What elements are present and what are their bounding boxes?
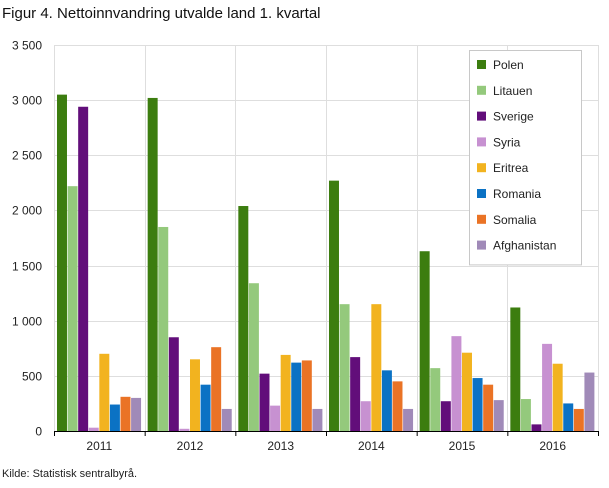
legend-swatch-somalia [477, 214, 486, 224]
bar-eritrea-2016 [552, 363, 563, 431]
legend-label-eritrea: Eritrea [493, 161, 529, 175]
bar-eritrea-2014 [371, 304, 382, 431]
bar-syria-2013 [270, 405, 281, 431]
bars [57, 94, 595, 431]
bar-litauen-2012 [158, 226, 169, 431]
bar-afghanistan-2014 [403, 408, 414, 431]
bar-polen-2013 [238, 206, 249, 431]
bar-romania-2016 [563, 403, 574, 431]
bar-somalia-2015 [483, 384, 494, 431]
bar-afghanistan-2013 [312, 408, 323, 431]
bar-eritrea-2015 [462, 352, 472, 431]
legend-label-litauen: Litauen [493, 84, 532, 98]
chart-title: Figur 4. Nettoinnvandring utvalde land 1… [2, 5, 321, 22]
legend-swatch-eritrea [477, 163, 486, 173]
legend: Polen Litauen Sverige Syria Eritrea Romania So… [469, 50, 582, 266]
bar-litauen-2015 [430, 368, 441, 431]
bar-polen-2015 [419, 251, 430, 431]
y-tick-label: 3 000 [12, 94, 42, 108]
bar-afghanistan-2015 [493, 400, 504, 431]
bar-romania-2011 [109, 404, 120, 431]
y-tick-label: 500 [22, 370, 42, 384]
y-tick-label: 2 500 [12, 149, 42, 163]
bar-eritrea-2012 [190, 359, 200, 431]
bar-polen-2014 [329, 180, 339, 431]
bar-romania-2013 [291, 362, 302, 431]
bar-syria-2012 [179, 428, 190, 431]
axes: 0 500 1 000 1 500 2 000 2 500 3 000 3 500 2011 20… [12, 39, 599, 453]
x-tick-label: 2016 [539, 439, 566, 453]
bar-sverige-2012 [168, 337, 179, 431]
source-note: Kilde: Statistisk sentralbyrå. [2, 468, 138, 480]
bar-syria-2015 [451, 336, 462, 431]
bar-sverige-2013 [259, 373, 270, 431]
bar-afghanistan-2011 [131, 397, 142, 431]
legend-swatch-sverige [477, 111, 486, 121]
x-tick-label: 2015 [449, 439, 476, 453]
y-tick-label: 0 [35, 425, 42, 439]
bar-polen-2016 [510, 307, 521, 431]
bar-sverige-2015 [440, 401, 451, 431]
x-tick-label: 2012 [177, 439, 204, 453]
x-tick-label: 2011 [86, 439, 112, 453]
bar-litauen-2016 [520, 399, 531, 431]
bar-litauen-2013 [248, 283, 259, 431]
bar-sverige-2014 [350, 357, 361, 431]
bar-litauen-2011 [67, 186, 78, 431]
bar-polen-2012 [147, 97, 158, 431]
legend-swatch-polen [477, 60, 486, 69]
bar-syria-2014 [360, 401, 371, 431]
bar-sverige-2016 [531, 424, 542, 431]
bar-somalia-2011 [120, 396, 131, 431]
bar-somalia-2014 [392, 381, 403, 431]
bar-eritrea-2013 [280, 354, 291, 431]
legend-swatch-litauen [477, 85, 486, 95]
legend-swatch-afghanistan [477, 240, 486, 250]
legend-box [469, 50, 582, 266]
bar-somalia-2013 [301, 360, 312, 431]
legend-label-somalia: Somalia [493, 213, 537, 227]
legend-label-polen: Polen [493, 58, 524, 72]
legend-label-syria: Syria [493, 135, 521, 149]
bar-afghanistan-2012 [221, 408, 232, 431]
bar-syria-2011 [88, 427, 99, 431]
y-tick-label: 3 500 [12, 39, 42, 53]
bar-romania-2014 [381, 370, 392, 431]
y-tick-label: 1 500 [12, 260, 42, 274]
legend-label-romania: Romania [493, 187, 541, 201]
bar-polen-2011 [57, 94, 67, 431]
bar-sverige-2011 [78, 106, 89, 431]
bar-romania-2012 [200, 384, 211, 431]
bar-somalia-2012 [211, 347, 222, 431]
y-tick-label: 1 000 [12, 315, 42, 329]
legend-label-sverige: Sverige [493, 110, 534, 124]
x-tick-label: 2013 [267, 439, 294, 453]
x-tick-label: 2014 [358, 439, 385, 453]
legend-label-afghanistan: Afghanistan [493, 239, 556, 253]
bar-romania-2015 [472, 378, 483, 431]
bar-somalia-2016 [573, 408, 584, 431]
bar-litauen-2014 [339, 304, 350, 431]
y-tick-label: 2 000 [12, 204, 42, 218]
legend-swatch-syria [477, 137, 486, 147]
bar-eritrea-2011 [99, 353, 110, 431]
legend-swatch-romania [477, 189, 486, 198]
bar-afghanistan-2016 [584, 372, 595, 431]
bar-syria-2016 [542, 343, 553, 431]
